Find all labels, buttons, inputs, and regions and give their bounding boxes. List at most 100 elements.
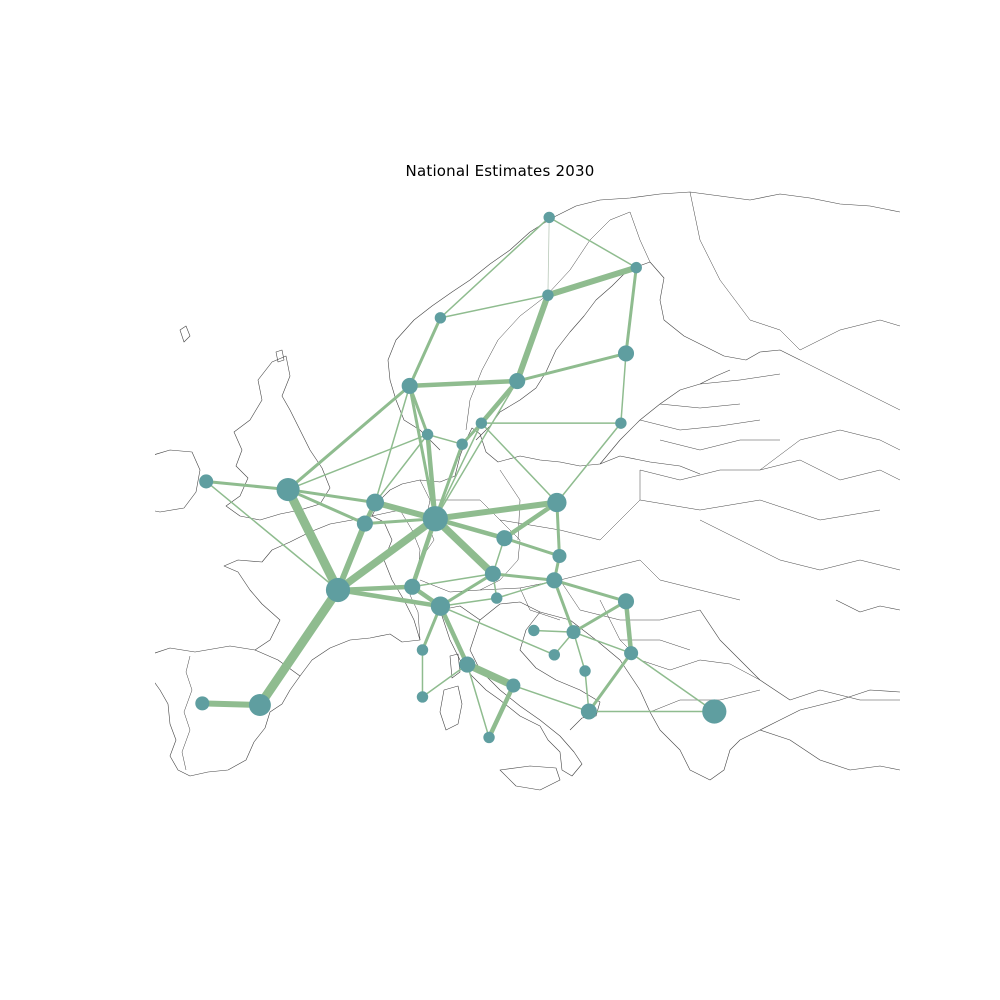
node-nl [366,493,385,512]
link-de-dk-east [433,442,464,521]
border-russia [759,359,900,471]
node-no-north [543,211,555,224]
node-se-south [475,417,488,429]
link-fr-de [334,514,440,594]
link-no-mid-se-north [439,294,549,319]
link-hu-ro [552,578,628,603]
link-it-centre-sicily [466,663,490,739]
node-it-south [506,678,521,693]
link-fr-es [255,585,343,710]
coastline-great-britain [225,355,331,521]
link-gb-dk-west [287,433,429,491]
load-nodes [195,211,727,744]
link-at-hu [491,572,556,582]
coastline-north-sea [371,427,701,517]
link-ch-at [411,573,494,588]
coastline-france [223,515,421,677]
link-pl-se-south [480,422,558,504]
link-de-at [431,514,497,578]
node-be [356,515,373,532]
node-sicily [483,731,495,744]
link-cz-pl [502,500,560,541]
node-ie [199,474,214,489]
link-se-north-se-mid [514,292,551,385]
border-sweden-finland [629,191,900,351]
node-fi-north [630,261,642,274]
node-gr [580,703,597,720]
link-ro-bg [623,599,634,656]
coastline-italy-adriatic [479,601,601,731]
link-bg-gr [587,651,633,713]
link-it-north-it-centre [438,603,470,667]
node-es [248,694,271,716]
link-it-south-gr [512,684,590,713]
coastline-ireland [155,449,201,513]
link-gb-fr [283,485,343,595]
node-pl [547,492,567,513]
node-it-centre [459,656,476,673]
link-fr-ie [205,480,339,591]
border-norway-sweden [465,211,631,431]
border-spain-portugal [181,655,193,771]
border-balkans [599,599,761,713]
link-rs-bg [572,631,632,654]
node-at [484,565,501,582]
link-fi-north-fi-south [624,266,638,355]
border-france-east [371,509,421,641]
link-bg-tr [630,652,716,713]
link-no-south-se-mid [407,378,520,389]
node-no-south [401,377,418,394]
node-tr [702,699,727,724]
link-dk-west-dk-east [426,433,463,445]
node-me [548,649,561,661]
node-si [491,592,503,604]
link-de-pl [432,499,560,522]
link-cz-sk [502,536,561,558]
node-rs [566,625,581,640]
link-it-centre-it-south [463,660,518,690]
border-central [479,559,741,621]
link-gb-nl [286,488,377,505]
link-it-north-me [439,605,556,656]
node-baltic [615,417,627,429]
link-de-se-mid [434,380,518,520]
coastline-shetland [179,325,285,363]
link-no-mid-no-north [439,216,550,319]
link-gb-be [286,488,367,526]
map-title: National Estimates 2030 [405,162,595,180]
link-nl-dk-west [374,433,429,504]
link-se-north-fi-north [544,264,640,299]
link-no-north-fi-north [548,216,637,269]
node-pt [195,696,210,711]
link-pl-baltic [556,422,622,504]
coastline-sweden-finland [475,261,801,441]
link-se-mid-se-south [479,378,520,426]
node-cz [496,530,513,547]
node-sardinia [416,691,429,703]
coastline-sicily [499,765,561,791]
node-de [422,506,448,532]
node-fi-south [617,345,635,362]
link-no-south-no-mid [408,316,442,388]
link-at-it-north [438,572,495,608]
link-gb-no-south [286,384,412,492]
node-dk-east [456,438,468,450]
link-it-south-sicily [486,683,516,740]
node-no-mid [434,312,447,324]
node-it-north [430,596,451,616]
node-dk-west [421,428,434,441]
link-hu-si [495,579,556,599]
node-mk [579,665,591,677]
link-ie-gb [204,479,290,492]
link-fi-south-baltic [620,352,627,424]
node-fr [325,577,351,603]
coastline-iberia [155,645,301,777]
coastline-norway [387,191,900,451]
node-it-corsica [416,644,429,656]
node-gb [276,478,300,502]
link-se-mid-fi-south [515,351,628,383]
link-no-north-se-north [547,216,550,296]
coastline-turkey [759,599,900,771]
link-fr-it-north [335,587,443,609]
